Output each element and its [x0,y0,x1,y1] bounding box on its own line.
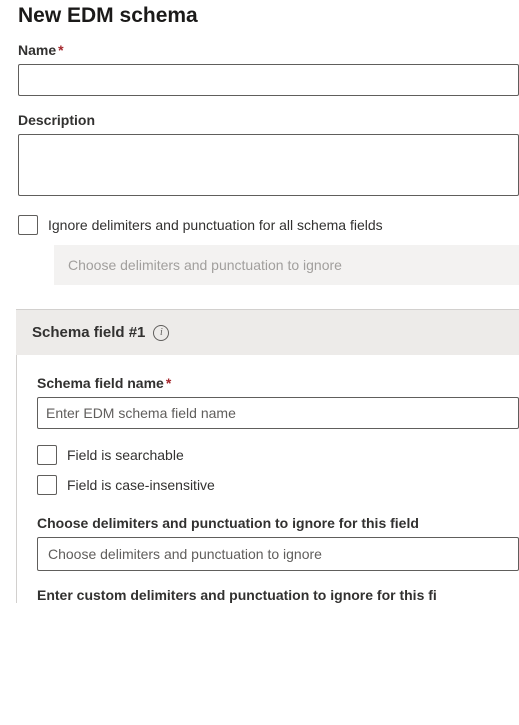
description-field-row: Description [18,112,519,199]
ignore-all-select: Choose delimiters and punctuation to ign… [54,245,519,285]
field-name-label: Schema field name* [37,375,519,391]
ignore-all-checkbox[interactable] [18,215,38,235]
schema-field-1-title: Schema field #1 [32,324,145,341]
schema-field-1-body: Schema field name* Field is searchable F… [16,355,519,603]
description-input[interactable] [18,134,519,196]
case-insensitive-label: Field is case-insensitive [67,477,215,493]
ignore-all-row: Ignore delimiters and punctuation for al… [18,215,519,235]
description-label: Description [18,112,519,128]
searchable-checkbox[interactable] [37,445,57,465]
name-field-row: Name* [18,42,519,96]
case-insensitive-checkbox[interactable] [37,475,57,495]
schema-field-1-header: Schema field #1 i [16,309,519,355]
name-input[interactable] [18,64,519,96]
choose-delim-dropdown[interactable]: Choose delimiters and punctuation to ign… [37,537,519,571]
field-name-row: Schema field name* [37,375,519,429]
choose-delim-row: Choose delimiters and punctuation to ign… [37,515,519,571]
required-asterisk: * [166,375,171,391]
name-label: Name* [18,42,519,58]
custom-delim-label: Enter custom delimiters and punctuation … [37,587,519,603]
ignore-all-label: Ignore delimiters and punctuation for al… [48,217,383,233]
name-label-text: Name [18,42,56,58]
choose-delim-label: Choose delimiters and punctuation to ign… [37,515,519,531]
ignore-all-select-placeholder: Choose delimiters and punctuation to ign… [68,257,342,273]
searchable-row: Field is searchable [37,445,519,465]
new-edm-schema-form: New EDM schema Name* Description Ignore … [0,0,519,603]
page-title: New EDM schema [18,4,519,28]
choose-delim-placeholder: Choose delimiters and punctuation to ign… [48,546,322,562]
field-name-label-text: Schema field name [37,375,164,391]
custom-delim-row: Enter custom delimiters and punctuation … [37,587,519,603]
info-icon[interactable]: i [153,325,169,341]
searchable-label: Field is searchable [67,447,184,463]
case-insensitive-row: Field is case-insensitive [37,475,519,495]
field-name-input[interactable] [37,397,519,429]
required-asterisk: * [58,42,63,58]
